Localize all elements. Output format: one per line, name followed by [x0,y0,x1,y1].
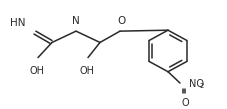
Text: OH: OH [29,66,44,76]
Text: O: O [117,16,126,26]
Text: 2: 2 [199,83,203,89]
Text: HN: HN [10,18,26,28]
Text: N: N [72,16,79,26]
Text: OH: OH [79,66,94,76]
Text: O: O [180,98,188,108]
Text: NO: NO [188,79,203,89]
